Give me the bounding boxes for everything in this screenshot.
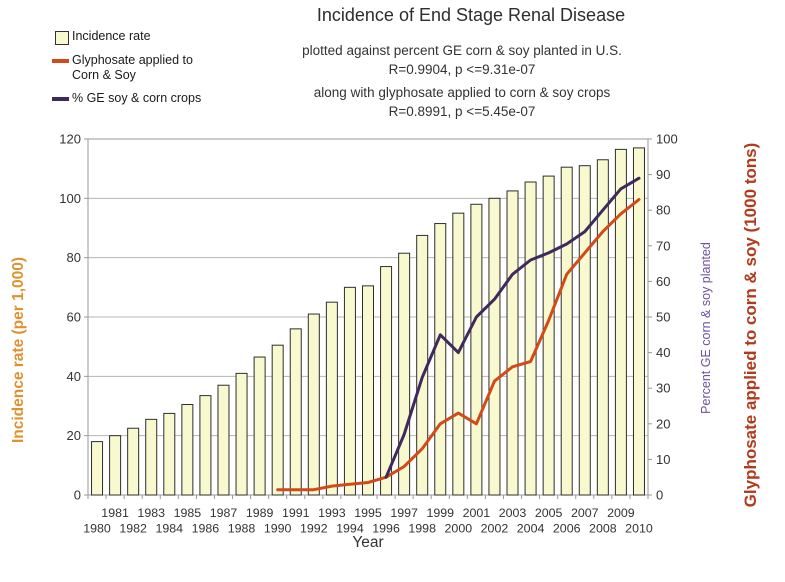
year-label: 1985 bbox=[174, 506, 202, 520]
left-tick-label: 20 bbox=[67, 428, 81, 443]
legend-label-glyphosate: Glyphosate applied to Corn & Soy bbox=[72, 53, 193, 83]
bar bbox=[289, 328, 302, 496]
bar bbox=[163, 412, 176, 496]
bar bbox=[542, 175, 555, 496]
bar bbox=[632, 147, 645, 496]
bar bbox=[325, 301, 338, 496]
year-label: 2009 bbox=[607, 506, 635, 520]
chart-subtitle-line-2: along with glyphosate applied to corn & … bbox=[313, 85, 611, 100]
bar bbox=[470, 203, 483, 496]
right-tick-label: 10 bbox=[656, 452, 670, 467]
year-label: 1996 bbox=[372, 522, 400, 536]
right-tick-label: 70 bbox=[656, 238, 670, 253]
bar bbox=[253, 356, 266, 496]
bar bbox=[524, 181, 537, 496]
bar bbox=[343, 286, 356, 496]
left-tick-label: 60 bbox=[67, 310, 81, 325]
bar bbox=[614, 148, 627, 496]
bar bbox=[398, 252, 411, 496]
legend-label-glyphosate-line1: Glyphosate applied to bbox=[72, 53, 193, 67]
legend-label-incidence: Incidence rate bbox=[72, 29, 151, 43]
glyphosate-line bbox=[276, 198, 641, 492]
chart-subtitle-correlation-2: R=0.8991, p <=5.45e-07 bbox=[388, 104, 536, 119]
left-tick-label: 40 bbox=[67, 369, 81, 384]
year-label: 1995 bbox=[354, 506, 382, 520]
chart-subtitle-correlation-1: R=0.9904, p <=9.31e-07 bbox=[388, 62, 536, 77]
year-label: 2003 bbox=[499, 506, 527, 520]
year-label: 1987 bbox=[210, 506, 238, 520]
legend-swatch-ge-crops-icon bbox=[52, 97, 69, 101]
left-tick-label: 0 bbox=[74, 488, 81, 503]
year-label: 1992 bbox=[300, 522, 328, 536]
year-label: 1991 bbox=[282, 506, 310, 520]
bar bbox=[578, 165, 591, 496]
year-label: 1983 bbox=[137, 506, 165, 520]
year-label: 2002 bbox=[481, 522, 509, 536]
bar bbox=[434, 223, 447, 496]
year-label: 2008 bbox=[589, 522, 617, 536]
year-label: 2010 bbox=[625, 522, 653, 536]
right-tick-label: 90 bbox=[656, 167, 670, 182]
year-label: 1986 bbox=[192, 522, 220, 536]
axis-ticks bbox=[84, 138, 652, 499]
legend-swatch-glyphosate-icon bbox=[52, 59, 69, 63]
year-label: 1994 bbox=[336, 522, 364, 536]
bar bbox=[596, 159, 609, 496]
year-label: 2001 bbox=[463, 506, 491, 520]
bar bbox=[91, 441, 104, 496]
bar bbox=[217, 384, 230, 496]
incidence-bars bbox=[91, 147, 645, 496]
year-label: 1981 bbox=[101, 506, 129, 520]
left-tick-label: 80 bbox=[67, 250, 81, 265]
left-tick-label: 100 bbox=[59, 191, 81, 206]
chart-title: Incidence of End Stage Renal Disease bbox=[316, 5, 626, 25]
year-label: 2000 bbox=[445, 522, 473, 536]
year-label: 1993 bbox=[318, 506, 346, 520]
tick-labels: 0 20 40 60 80 100 120 0 10 20 30 40 50 60 70 80 90 100 198… bbox=[59, 132, 677, 536]
percent-ge-line bbox=[384, 176, 641, 479]
right-tick-label: 100 bbox=[656, 132, 678, 147]
year-label: 2006 bbox=[553, 522, 581, 536]
bar bbox=[127, 427, 140, 496]
left-tick-label: 120 bbox=[59, 132, 81, 147]
bar bbox=[506, 190, 519, 496]
right-tick-label: 40 bbox=[656, 345, 670, 360]
year-label: 1999 bbox=[426, 506, 454, 520]
year-label: 2004 bbox=[517, 522, 545, 536]
year-label: 1997 bbox=[390, 506, 418, 520]
right-tick-label: 20 bbox=[656, 416, 670, 431]
bar bbox=[488, 197, 501, 496]
bar bbox=[560, 166, 573, 496]
right-tick-label: 0 bbox=[656, 488, 663, 503]
legend-label-glyphosate-line2: Corn & Soy bbox=[72, 68, 136, 82]
year-label: 1989 bbox=[246, 506, 274, 520]
year-label: 1988 bbox=[228, 522, 256, 536]
legend-swatch-incidence-icon bbox=[55, 31, 69, 45]
bar bbox=[380, 266, 393, 496]
year-label: 1982 bbox=[119, 522, 147, 536]
year-label: 1990 bbox=[264, 522, 292, 536]
bar bbox=[181, 404, 194, 496]
year-label: 2007 bbox=[571, 506, 599, 520]
bar bbox=[109, 435, 122, 496]
chart-subtitle-line-1: plotted against percent GE corn & soy pl… bbox=[302, 43, 622, 58]
bar bbox=[307, 313, 320, 496]
right-tick-label: 60 bbox=[656, 274, 670, 289]
year-label: 1980 bbox=[83, 522, 111, 536]
bar bbox=[271, 344, 284, 496]
right-tick-label: 50 bbox=[656, 310, 670, 325]
x-axis-title: Year bbox=[352, 534, 384, 551]
right-tick-label: 80 bbox=[656, 203, 670, 218]
bar bbox=[199, 395, 212, 496]
year-label: 1984 bbox=[156, 522, 184, 536]
year-label: 2005 bbox=[535, 506, 563, 520]
right-tick-label: 30 bbox=[656, 381, 670, 396]
bar bbox=[145, 418, 158, 496]
legend-label-ge-crops: % GE soy & corn crops bbox=[72, 91, 202, 105]
year-label: 1998 bbox=[408, 522, 436, 536]
bar bbox=[235, 372, 248, 496]
bar bbox=[362, 285, 374, 496]
